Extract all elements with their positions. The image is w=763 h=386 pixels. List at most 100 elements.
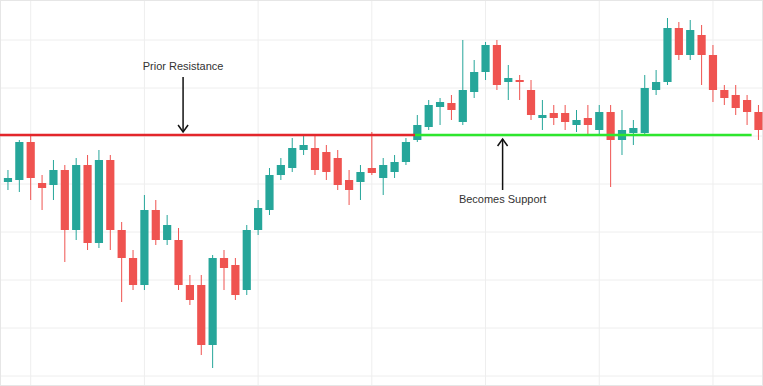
candle-body [743,100,751,112]
candle-body [459,90,467,122]
grid-line-y [0,328,763,329]
candle-body [345,180,353,190]
grid-line-x [371,0,372,386]
candle-body [49,170,57,185]
candle-body [186,285,194,300]
candle-body [118,230,126,258]
grid-line-x [258,0,259,386]
candle-body [584,118,592,125]
candle-body [504,78,512,82]
candle [538,100,546,130]
candle-body [572,120,580,125]
candle-body [470,72,478,92]
candle-body [663,28,671,82]
candle-body [334,158,342,185]
candle-body [493,45,501,85]
candle-body [732,95,740,108]
candle [129,250,137,290]
candle-body [174,240,182,285]
candle-body [311,148,319,170]
candle [550,105,558,125]
candle-body [754,112,762,130]
grid-line-y [0,376,763,377]
candle [356,165,364,200]
candle-body [356,172,364,182]
candle-body [265,175,273,210]
candle-body [197,285,205,345]
candle-wick [224,250,225,290]
candle [311,135,319,175]
candle [209,255,217,368]
annotation-text: Prior Resistance [143,60,224,72]
candle [527,80,535,120]
candle-body [550,113,558,118]
candle [481,42,489,80]
candle [754,105,762,140]
candle [106,155,114,250]
candle-body [481,45,489,72]
grid-line-y [0,136,763,137]
grid-line-x [30,0,31,386]
candle [493,40,501,90]
grid-line-y [0,232,763,233]
candle-body [516,80,524,82]
candle-body [686,30,694,55]
candle [641,75,649,135]
candle-body [322,152,330,172]
candle-body [254,208,262,230]
candle [436,98,444,125]
candle [595,105,603,135]
candle [572,110,580,132]
candle-body [129,258,137,285]
candle [345,170,353,205]
candle-wick [519,75,520,100]
grid-line-y [0,40,763,41]
candle-body [720,90,728,98]
candle-body [379,165,387,178]
candle-body [402,142,410,162]
candle [368,132,376,175]
candle-body [27,142,35,178]
candle [459,40,467,125]
candle-body [72,165,80,230]
candle-body [629,128,637,133]
candle [402,138,410,165]
level-line [0,134,415,137]
candle [83,155,91,250]
candle-body [4,178,12,182]
annotation-arrowhead [498,139,508,146]
candle-body [83,165,91,243]
candle-body [698,35,706,55]
candle-body [538,115,546,118]
candle [629,120,637,145]
candle [698,25,706,85]
candle [607,105,615,187]
plot-area [0,18,763,368]
candle [447,95,455,120]
plot-frame [1,1,763,386]
candle [118,222,126,302]
candle-body [641,88,649,133]
candle [413,115,421,142]
candle [220,250,228,290]
candle [675,22,683,60]
grid-line-x [599,0,600,386]
candle [197,275,205,355]
candle [254,200,262,235]
candle [720,85,728,105]
candle-body [390,162,398,172]
candle-body [140,210,148,285]
grid-line-x [144,0,145,386]
candle [561,105,569,130]
candle [61,165,69,262]
candle [618,110,626,155]
candle [140,195,148,290]
candle-body [368,168,376,173]
candle [95,150,103,248]
candle [652,70,660,95]
candle [4,170,12,190]
candle [277,158,285,180]
candle [743,95,751,125]
candle-body [413,125,421,140]
candle [516,75,524,100]
